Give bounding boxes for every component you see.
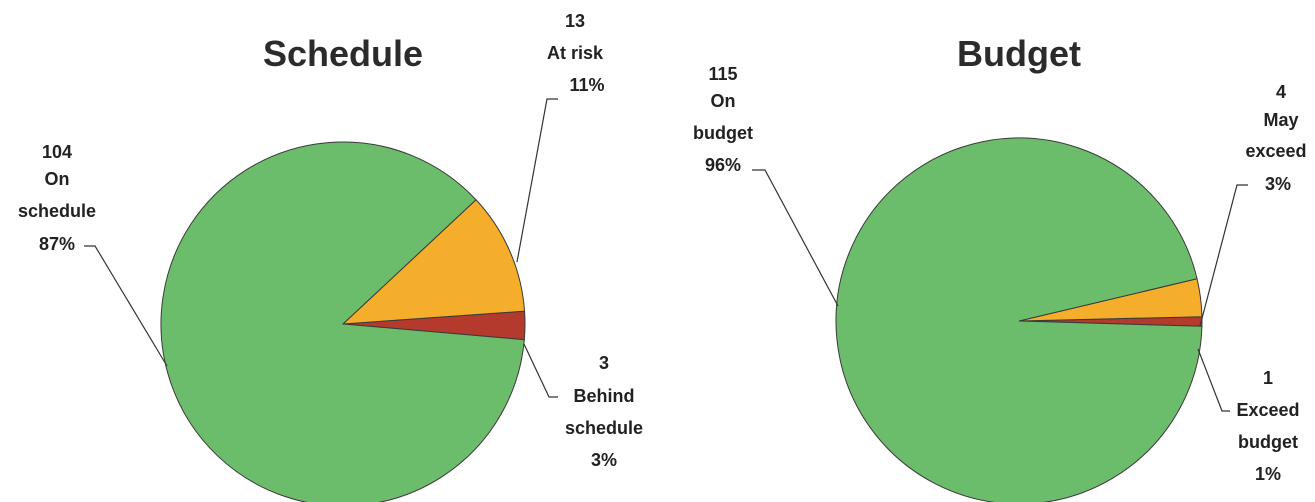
budget-leader-may-exceed — [1199, 184, 1248, 327]
budget-on-budget-label-line2: budget — [693, 123, 753, 143]
budget-may-exceed-label-line1: May — [1263, 110, 1298, 130]
schedule-label-at-risk: 13 At risk 11% — [547, 11, 605, 95]
budget-on-budget-percent: 96% — [705, 155, 741, 175]
budget-leader-on-budget — [752, 169, 839, 307]
budget-may-exceed-count: 4 — [1276, 82, 1286, 102]
schedule-behind-count: 3 — [599, 353, 609, 373]
budget-slices — [835, 137, 1203, 502]
schedule-chart: Schedule 104 On schedule 87% 13 At risk … — [18, 11, 643, 502]
schedule-behind-percent: 3% — [591, 450, 617, 470]
schedule-on-schedule-percent: 87% — [39, 234, 75, 254]
schedule-slice-at-risk — [341, 199, 526, 325]
budget-may-exceed-percent: 3% — [1265, 174, 1291, 194]
schedule-label-on-schedule: 104 On schedule 87% — [18, 142, 96, 254]
schedule-on-schedule-count: 104 — [42, 142, 72, 162]
budget-exceed-label-line1: Exceed — [1236, 400, 1299, 420]
budget-exceed-percent: 1% — [1255, 464, 1281, 484]
schedule-behind-label-line1: Behind — [574, 386, 635, 406]
schedule-leader-behind-schedule — [523, 343, 558, 398]
budget-on-budget-label-line1: On — [711, 91, 736, 111]
budget-exceed-count: 1 — [1263, 368, 1273, 388]
budget-chart: Budget 115 On budget 96% 4 May exceed 3%… — [693, 33, 1307, 502]
schedule-at-risk-count: 13 — [565, 11, 585, 31]
budget-leader-exceed-budget — [1197, 348, 1230, 412]
budget-on-budget-count: 115 — [708, 64, 737, 84]
schedule-label-behind-schedule: 3 Behind schedule 3% — [565, 353, 643, 470]
budget-may-exceed-label-line2: exceed — [1245, 141, 1306, 161]
schedule-chart-title: Schedule — [263, 33, 423, 74]
schedule-slices — [160, 141, 526, 502]
schedule-slice-on-schedule — [160, 141, 525, 502]
budget-chart-title: Budget — [957, 33, 1081, 74]
budget-slice-on-budget — [835, 137, 1203, 502]
schedule-at-risk-label: At risk — [547, 43, 604, 63]
schedule-on-schedule-label-line1: On — [45, 169, 70, 189]
schedule-behind-label-line2: schedule — [565, 418, 643, 438]
budget-label-may-exceed: 4 May exceed 3% — [1245, 82, 1306, 194]
budget-label-on-budget: 115 On budget 96% — [693, 64, 753, 175]
schedule-leader-on-schedule — [84, 245, 168, 367]
schedule-at-risk-percent: 11% — [569, 75, 604, 95]
schedule-on-schedule-label-line2: schedule — [18, 201, 96, 221]
budget-label-exceed-budget: 1 Exceed budget 1% — [1236, 368, 1299, 484]
budget-exceed-label-line2: budget — [1238, 432, 1298, 452]
schedule-leader-at-risk — [516, 98, 558, 263]
